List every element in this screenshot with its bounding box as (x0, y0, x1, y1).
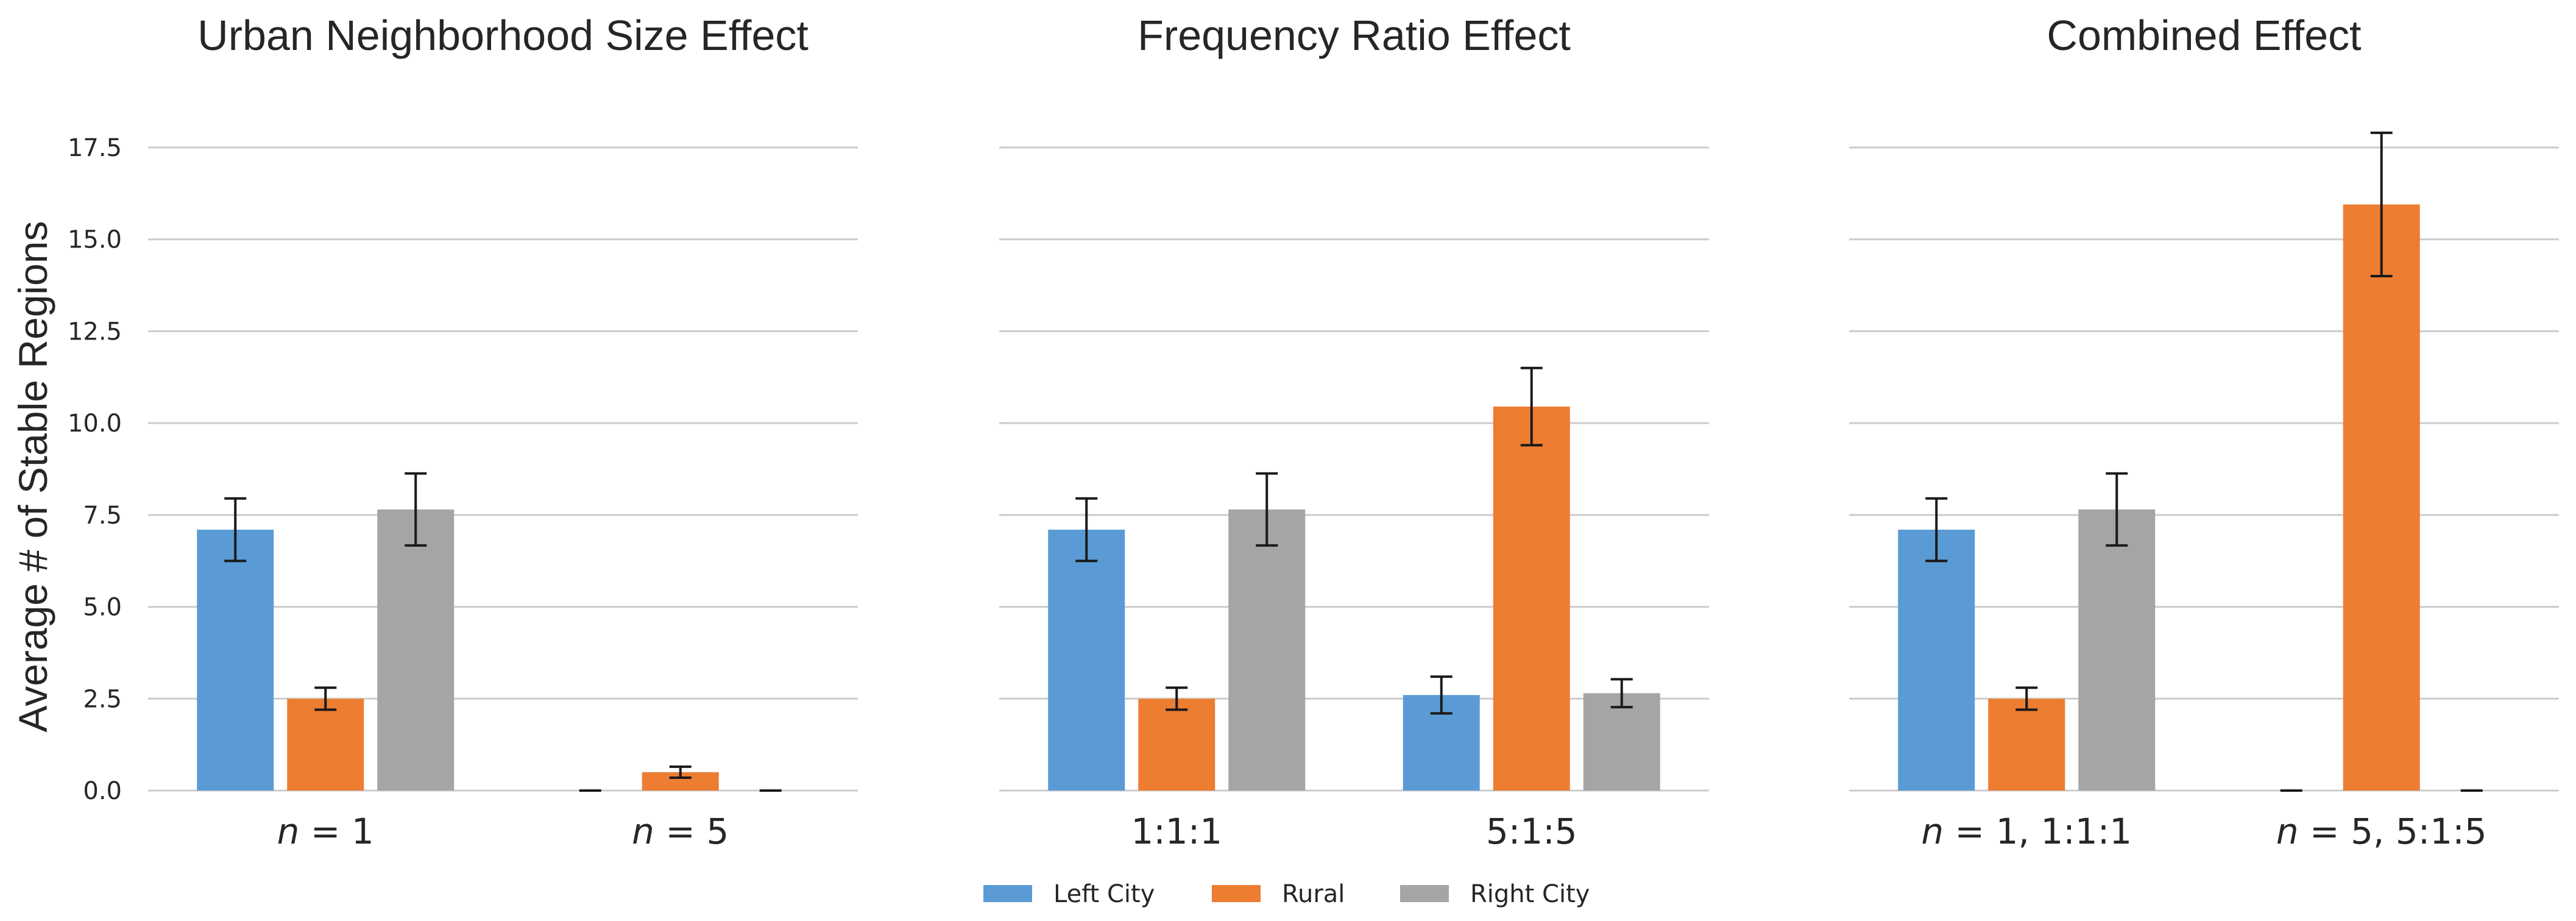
legend-label: Left City (1053, 880, 1155, 908)
error-bar (1520, 366, 1543, 447)
error-bar (2370, 131, 2393, 277)
error-bar (224, 497, 247, 563)
y-tick-label: 2.5 (83, 685, 122, 713)
bar-rural (2343, 204, 2420, 791)
x-tick-label: 5:1:5 (1486, 811, 1577, 852)
panel-2: Frequency Ratio Effect 1:1:1 5:1:5 (999, 12, 1709, 852)
error-bar (1925, 497, 1948, 563)
legend-item-right-city: Right City (1400, 880, 1590, 908)
bar-right-city (377, 509, 455, 791)
panel-1: Urban Neighborhood Size Effect 0.0 2.5 5.0 7… (68, 12, 858, 852)
bar-right-city (1228, 509, 1306, 791)
panel-title: Urban Neighborhood Size Effect (197, 12, 809, 59)
bar-left-city (1048, 529, 1125, 791)
error-bar (314, 686, 337, 711)
bar-right-city (2078, 509, 2156, 791)
legend-swatch (1212, 885, 1261, 902)
x-tick-label: n = 1, 1:1:1 (1921, 811, 2132, 852)
y-tick-label: 17.5 (68, 134, 122, 162)
error-bar (1256, 472, 1278, 547)
error-bar (1166, 686, 1188, 711)
x-tick-label: 1:1:1 (1131, 811, 1222, 852)
y-tick-label: 15.0 (68, 226, 122, 254)
bar-left-city (197, 529, 274, 791)
error-bar (1075, 497, 1098, 563)
panel-title: Frequency Ratio Effect (1138, 12, 1571, 59)
panel-3: Combined Effect n = 1, 1:1:1 n = 5, 5:1:5 (1849, 12, 2559, 852)
x-tick-label: n = 5 (632, 811, 729, 852)
error-bar (2015, 686, 2038, 711)
panel-title: Combined Effect (2047, 12, 2361, 59)
legend-item-rural: Rural (1212, 880, 1345, 908)
bar-left-city (1898, 529, 1975, 791)
error-bar (669, 765, 692, 779)
y-tick-label: 12.5 (68, 318, 122, 346)
y-tick-label: 7.5 (83, 502, 122, 530)
y-tick-label: 0.0 (83, 777, 122, 805)
legend-swatch (1400, 885, 1449, 902)
error-bar (1610, 678, 1633, 709)
bar-rural (1988, 699, 2065, 791)
legend-item-left-city: Left City (983, 880, 1155, 908)
bar-right-city (1583, 693, 1660, 791)
panels: Urban Neighborhood Size Effect 0.0 2.5 5.0 7… (68, 12, 2559, 852)
bar-rural (1493, 407, 1570, 791)
error-bar (405, 472, 427, 547)
bar-rural (1138, 699, 1215, 791)
legend-swatch (983, 885, 1032, 902)
legend-label: Rural (1282, 880, 1345, 908)
y-axis-label: Average # of Stable Regions (10, 221, 55, 732)
legend: Left City Rural Right City (983, 880, 1590, 908)
legend-label: Right City (1470, 880, 1590, 908)
x-tick-label: n = 1 (277, 811, 374, 852)
error-bar (2106, 472, 2128, 547)
bar-rural (287, 699, 364, 791)
y-tick-label: 10.0 (68, 410, 122, 438)
error-bar (1430, 675, 1453, 715)
y-tick-label: 5.0 (83, 594, 122, 622)
x-tick-label: n = 5, 5:1:5 (2276, 811, 2487, 852)
